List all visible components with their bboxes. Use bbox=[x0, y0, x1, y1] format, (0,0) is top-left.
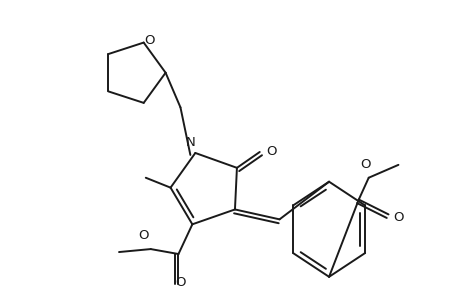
Text: O: O bbox=[360, 158, 370, 171]
Text: O: O bbox=[138, 229, 148, 242]
Text: O: O bbox=[266, 146, 277, 158]
Text: O: O bbox=[392, 211, 403, 224]
Text: O: O bbox=[175, 276, 185, 289]
Text: O: O bbox=[145, 34, 155, 47]
Text: N: N bbox=[185, 136, 195, 149]
